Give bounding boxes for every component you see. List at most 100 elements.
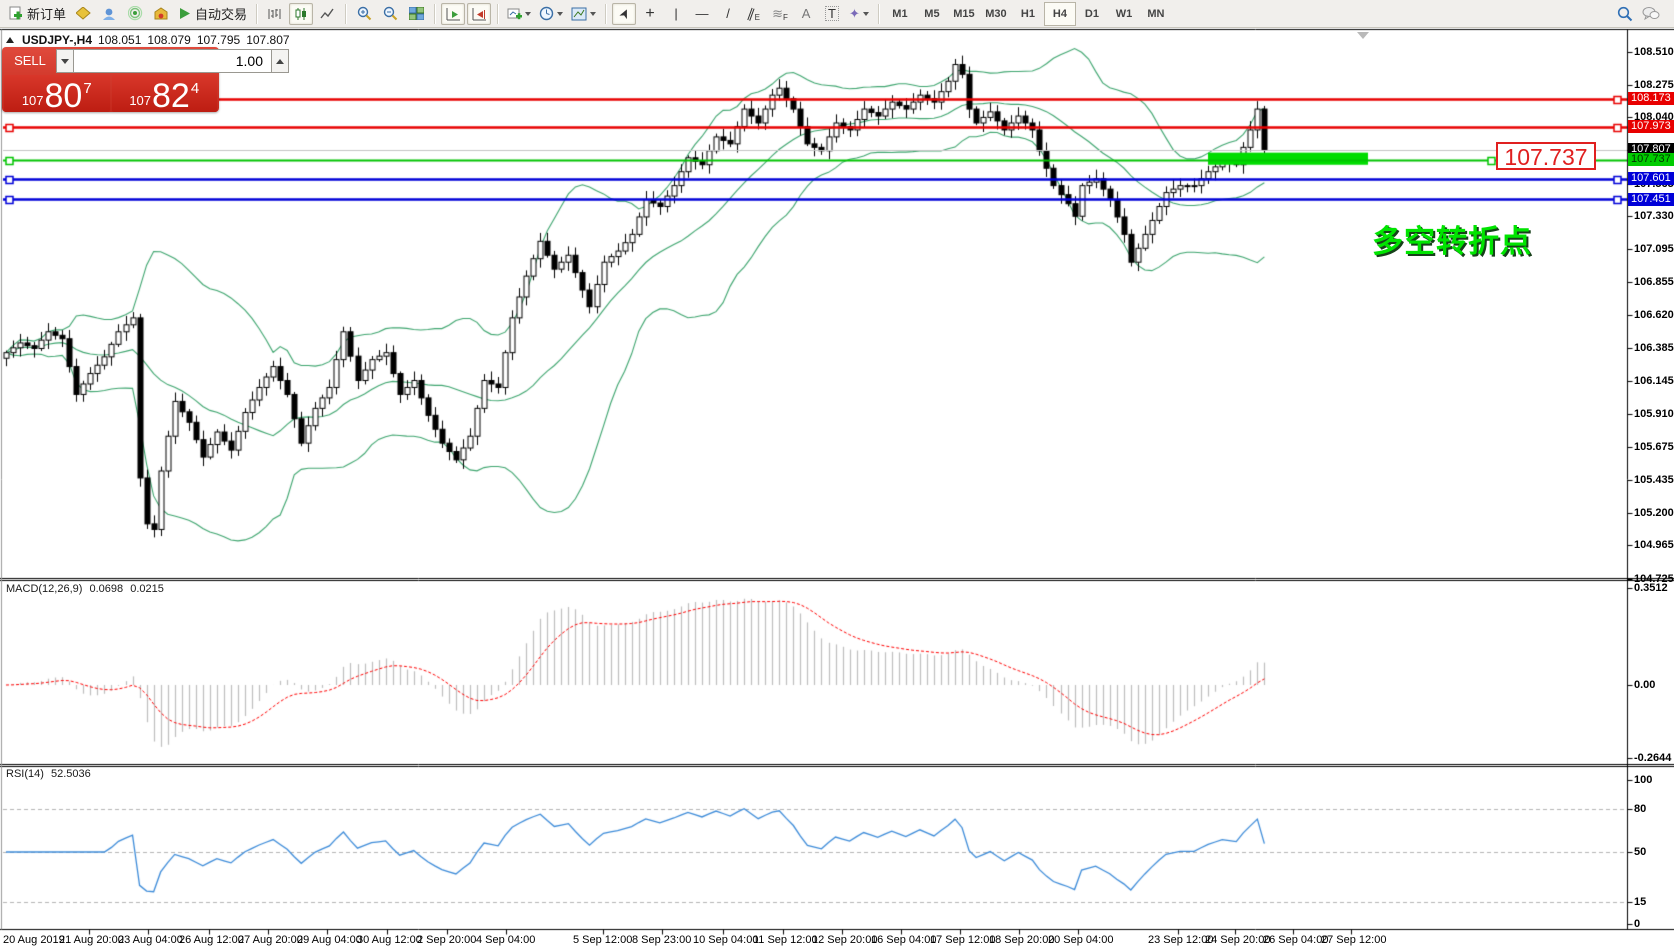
timeframe-button-m1[interactable]: M1 xyxy=(892,7,908,20)
time-tick-label: 20 Aug 2019 xyxy=(3,934,65,946)
price-line-tag: 107.973 xyxy=(1628,120,1674,134)
timeframe-button-m30[interactable]: M30 xyxy=(985,7,1007,20)
bar-chart-button[interactable] xyxy=(263,3,287,25)
label-tool-icon: T xyxy=(825,6,839,21)
market-watch-button[interactable] xyxy=(71,3,95,25)
price-tick-label: 106.855 xyxy=(1634,276,1674,289)
candle-chart-button[interactable] xyxy=(289,2,314,25)
rsi-tick-label: 100 xyxy=(1634,774,1653,786)
tile-windows-icon xyxy=(408,7,424,20)
market-store-button[interactable] xyxy=(149,3,173,25)
arrow-up-icon xyxy=(276,58,284,64)
macd-main-value: 0.0698 xyxy=(89,583,124,595)
chat-icon xyxy=(1642,7,1660,21)
timeframe-button-d1[interactable]: D1 xyxy=(1084,7,1099,20)
ohlc-open: 108.051 xyxy=(98,33,142,47)
vertical-line-tool-button[interactable]: | xyxy=(664,3,688,25)
volume-decrease-button[interactable] xyxy=(56,49,74,73)
line-chart-icon xyxy=(320,8,334,18)
timeframe-button-w1[interactable]: W1 xyxy=(1115,7,1133,20)
macd-indicator-label: MACD(12,26,9) 0.0698 0.0215 xyxy=(6,583,168,595)
text-tool-button[interactable]: A xyxy=(794,3,818,25)
time-tick-label: 21 Aug 20:00 xyxy=(59,934,124,946)
buy-button[interactable]: BUY xyxy=(301,53,329,68)
chart-shift-icon xyxy=(472,7,486,20)
vertical-line-icon: | xyxy=(674,6,678,21)
signals-button[interactable] xyxy=(123,3,147,25)
chart-shift-marker-icon[interactable] xyxy=(1357,32,1369,39)
buy-price-sup: 4 xyxy=(190,80,200,97)
periods-button[interactable] xyxy=(536,3,566,25)
chart-title: USDJPY-,H4 108.051 108.079 107.795 107.8… xyxy=(6,33,290,47)
timeframe-button-m15[interactable]: M15 xyxy=(953,7,975,20)
chevron-down-icon xyxy=(862,11,869,16)
price-tick-label: 107.095 xyxy=(1634,242,1674,255)
volume-increase-button[interactable] xyxy=(271,49,289,73)
time-tick-label: 27 Aug 20:00 xyxy=(238,934,303,946)
auto-scroll-icon xyxy=(446,7,460,20)
search-button[interactable] xyxy=(1613,3,1637,25)
timeframe-button-mn[interactable]: MN xyxy=(1147,7,1165,20)
sell-price-display[interactable]: 107 80 7 xyxy=(4,75,110,113)
time-tick-label: 20 Sep 04:00 xyxy=(1048,934,1114,946)
zoom-in-button[interactable] xyxy=(352,3,376,25)
horizontal-line-tool-button[interactable]: — xyxy=(690,3,714,25)
templates-button[interactable] xyxy=(568,3,599,25)
crosshair-tool-button[interactable]: + xyxy=(638,3,662,25)
chart-annotation-text[interactable]: 多空转折点 xyxy=(1372,224,1532,259)
main-toolbar: 新订单 自动交易 xyxy=(0,0,1674,28)
time-tick-label: 16 Sep 04:00 xyxy=(871,934,937,946)
price-line-tag: 107.601 xyxy=(1628,172,1674,186)
price-tick-label: 106.620 xyxy=(1634,309,1674,322)
toolbar-separator xyxy=(877,3,879,24)
chevron-down-icon xyxy=(525,11,532,16)
label-tool-button[interactable]: T xyxy=(820,3,844,25)
price-tick-label: 107.330 xyxy=(1634,210,1674,223)
toolbar-separator xyxy=(434,3,436,24)
auto-trading-button[interactable]: 自动交易 xyxy=(175,3,250,25)
buy-price-display[interactable]: 107 82 4 xyxy=(111,75,217,113)
new-chart-button[interactable] xyxy=(504,3,534,25)
shapes-tool-button[interactable]: ✦ xyxy=(846,3,872,25)
macd-tick-label: 0.3512 xyxy=(1634,582,1668,595)
chat-button[interactable] xyxy=(1639,3,1663,25)
tile-windows-button[interactable] xyxy=(404,3,428,25)
channel-sub-label: E xyxy=(754,13,760,22)
zoom-out-icon xyxy=(383,6,397,21)
zoom-out-button[interactable] xyxy=(378,3,402,25)
timeframe-button-m5[interactable]: M5 xyxy=(924,7,940,20)
trendline-tool-button[interactable]: / xyxy=(716,3,740,25)
line-chart-button[interactable] xyxy=(315,3,339,25)
toolbar-separator xyxy=(256,3,258,24)
price-tick-label: 105.910 xyxy=(1634,407,1674,420)
auto-scroll-button[interactable] xyxy=(441,2,466,25)
candle-chart-icon xyxy=(295,7,307,20)
fibonacci-tool-button[interactable]: ≋ F xyxy=(768,3,792,25)
rsi-indicator-label: RSI(14) 52.5036 xyxy=(6,768,95,780)
rsi-tick-label: 15 xyxy=(1634,896,1647,909)
toolbar-separator xyxy=(345,3,347,24)
time-tick-label: 26 Aug 12:00 xyxy=(179,934,244,946)
shapes-icon: ✦ xyxy=(849,6,860,21)
ohlc-close: 107.807 xyxy=(246,33,290,47)
new-order-button[interactable]: 新订单 xyxy=(5,3,69,25)
community-button[interactable] xyxy=(97,3,121,25)
time-tick-label: 18 Sep 20:00 xyxy=(989,934,1055,946)
volume-input[interactable] xyxy=(74,49,271,73)
timeframe-button-h4[interactable]: H4 xyxy=(1043,1,1076,26)
time-tick-label: 24 Sep 20:00 xyxy=(1205,934,1271,946)
macd-tick-label: -0.2644 xyxy=(1634,751,1672,764)
sell-button[interactable]: SELL xyxy=(14,53,46,68)
channel-tool-button[interactable]: ∥ E xyxy=(742,3,766,25)
cursor-tool-button[interactable]: ➤ xyxy=(612,2,637,25)
timeframe-button-h1[interactable]: H1 xyxy=(1020,7,1035,20)
price-tick-label: 104.965 xyxy=(1634,539,1674,552)
time-tick-label: 5 Sep 12:00 xyxy=(573,934,633,946)
chart-shift-button[interactable] xyxy=(467,2,492,25)
toolbar-separator xyxy=(497,3,499,24)
time-tick-label: 23 Sep 12:00 xyxy=(1148,934,1214,946)
crosshair-icon: + xyxy=(645,4,655,22)
price-callout-label[interactable]: 107.737 xyxy=(1496,142,1596,170)
cursor-icon: ➤ xyxy=(614,5,634,22)
